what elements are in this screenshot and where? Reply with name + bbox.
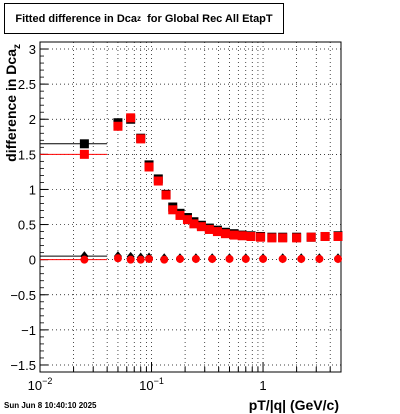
y-tick-label: −1: [21, 323, 36, 338]
data-point-square: [189, 219, 199, 229]
data-point-square: [144, 162, 154, 172]
x-tick-label: 10−2: [28, 376, 53, 393]
data-point-square: [153, 176, 163, 186]
y-tick-label: 2: [29, 112, 36, 127]
data-point-square: [126, 113, 136, 123]
data-point-circle: [126, 255, 135, 264]
data-point-square: [220, 229, 230, 239]
data-point-square: [182, 215, 192, 225]
y-tick-label: 0.5: [18, 218, 36, 233]
data-point-square: [79, 149, 89, 159]
plot-frame: [39, 41, 342, 373]
data-point-circle: [175, 254, 184, 263]
data-point-circle: [278, 254, 287, 263]
chart-title: Fitted difference in Dca z for Global Rec…: [4, 3, 284, 34]
x-tick-label: 10−1: [139, 376, 164, 393]
data-marks: [40, 113, 343, 264]
title-main: Fitted difference in Dca: [15, 12, 137, 25]
data-point-circle: [136, 255, 145, 264]
data-point-square: [204, 224, 214, 234]
y-tick-label: 1: [29, 182, 36, 197]
data-point-circle: [113, 254, 122, 263]
y-axis-label-sub: z: [12, 44, 23, 49]
y-tick-label: 2.5: [18, 77, 36, 92]
data-point-circle: [297, 254, 306, 263]
data-point-square: [175, 210, 185, 220]
data-point-circle: [191, 254, 200, 263]
y-tick-label: −0.5: [10, 288, 36, 303]
data-point-circle: [145, 254, 154, 263]
data-point-circle: [315, 254, 324, 263]
data-point-square: [278, 233, 288, 243]
data-point-square: [229, 230, 239, 240]
data-point-square: [196, 222, 206, 232]
y-tick-label: 1.5: [18, 147, 36, 162]
data-point-square: [79, 139, 89, 149]
y-tick-label: 3: [29, 42, 36, 57]
y-tick-label: −1.5: [10, 358, 36, 373]
data-point-circle: [80, 255, 89, 264]
y-axis-label: difference in Dcaz: [3, 44, 23, 162]
data-point-circle: [208, 254, 217, 263]
data-point-circle: [160, 255, 169, 264]
timestamp: Sun Jun 8 10:40:10 2025: [4, 401, 97, 410]
data-point-circle: [334, 254, 343, 263]
data-point-circle: [225, 254, 234, 263]
y-tick-label: 0: [29, 253, 36, 268]
y-axis-label-main: difference in Dca: [3, 49, 19, 162]
data-point-square: [333, 231, 343, 241]
data-point-square: [320, 231, 330, 241]
title-tail: for Global Rec All EtapT: [147, 12, 273, 25]
data-point-square: [136, 134, 146, 144]
data-point-square: [256, 232, 266, 242]
title-sub: z: [137, 14, 141, 23]
x-axis-label: pT/|q| (GeV/c): [249, 397, 339, 413]
data-point-square: [212, 227, 222, 237]
data-point-circle: [259, 254, 268, 263]
data-point-square: [113, 121, 123, 131]
data-point-square: [292, 233, 302, 243]
data-point-square: [246, 231, 256, 241]
data-point-square: [161, 190, 171, 200]
data-point-square: [168, 205, 178, 215]
data-point-square: [237, 231, 247, 241]
axes: −1.5 −1 −0.5 0 0.5 1 1.5 2 2.5 3 10−2 10−1 1: [10, 42, 342, 393]
data-point-square: [267, 233, 277, 243]
x-tick-label: 1: [259, 378, 266, 393]
data-point-circle: [241, 254, 250, 263]
data-point-square: [306, 232, 316, 242]
grid: [40, 42, 341, 372]
